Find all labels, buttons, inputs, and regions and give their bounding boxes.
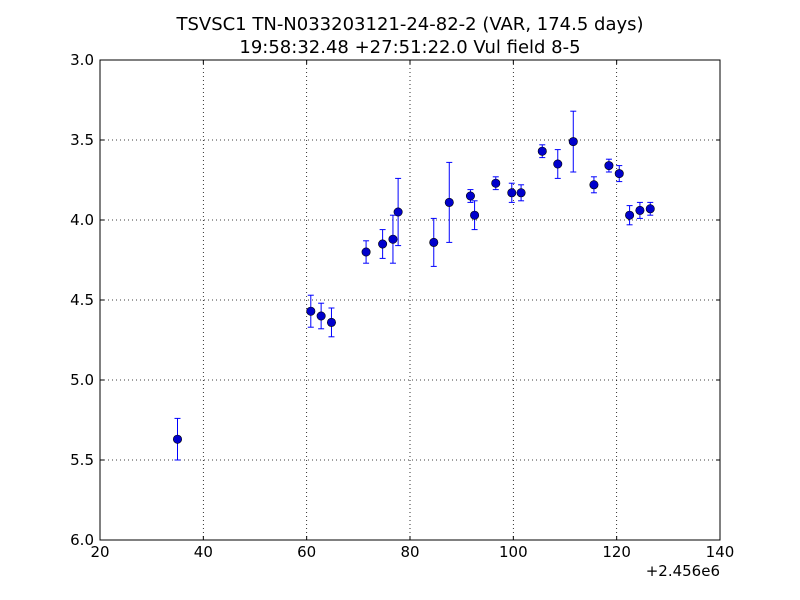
data-point [553,159,563,169]
data-point [470,210,480,220]
data-point [388,234,398,244]
data-point [173,434,183,444]
data-point [625,210,635,220]
data-point [537,146,547,156]
x-tick-label: 140 [706,543,735,561]
chart-title-line-1: TSVSC1 TN-N033203121-24-82-2 (VAR, 174.5… [175,14,643,35]
x-tick-label: 40 [194,543,213,561]
y-tick-label: 3.0 [70,51,94,69]
y-tick-label: 6.0 [70,531,94,549]
y-tick-label: 4.0 [70,211,94,229]
data-point [378,239,388,249]
y-tick-label: 4.5 [70,291,94,309]
axis-ticks: 20 40 60 80 100 120 140 3.0 3.5 4.0 4.5 5.0 5.5 6.0 [70,51,734,561]
y-tick-label: 3.5 [70,131,94,149]
data-point [568,137,578,147]
data-point [361,247,371,257]
data-point [645,204,655,214]
x-tick-label: 60 [297,543,316,561]
x-tick-label: 20 [90,543,109,561]
data-point [393,207,403,217]
data-point [516,188,526,198]
data-point [316,311,326,321]
data-series [173,110,655,461]
data-point [589,180,599,190]
data-point [306,306,316,316]
data-point [491,178,501,188]
data-point [465,191,475,201]
data-point [507,188,517,198]
x-tick-label: 80 [400,543,419,561]
chart-title-line-2: 19:58:32.48 +27:51:22.0 Vul field 8-5 [239,37,580,58]
x-tick-label: 100 [499,543,528,561]
x-tick-label: 120 [602,543,631,561]
data-point [326,317,336,327]
data-point [444,197,454,207]
y-tick-label: 5.5 [70,451,94,469]
data-point [635,205,645,215]
grid-lines [100,60,720,540]
data-point [614,169,624,179]
data-point [604,161,614,171]
y-tick-label: 5.0 [70,371,94,389]
data-point [429,237,439,247]
x-axis-offset-label: +2.456e6 [646,562,720,580]
